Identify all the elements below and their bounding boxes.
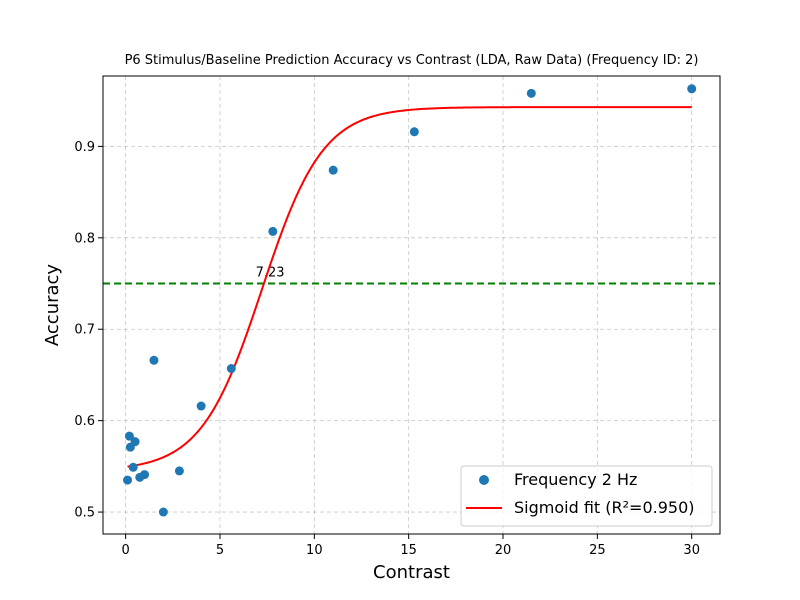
sigmoid-fit-line bbox=[127, 106, 692, 468]
data-point bbox=[124, 431, 134, 441]
grid-layer bbox=[103, 76, 720, 534]
data-point bbox=[268, 226, 278, 236]
x-tick-label: 30 bbox=[683, 543, 700, 558]
y-tick-label: 0.6 bbox=[74, 414, 95, 429]
data-point bbox=[196, 401, 206, 411]
data-point bbox=[158, 507, 168, 517]
legend-label-line: Sigmoid fit (R²=0.950) bbox=[514, 498, 694, 517]
x-tick-label: 15 bbox=[400, 543, 417, 558]
x-tick-label: 0 bbox=[122, 543, 130, 558]
legend-box bbox=[460, 465, 713, 527]
y-axis-title: Accuracy bbox=[42, 264, 63, 347]
y-tick-label: 0.8 bbox=[74, 231, 95, 246]
data-point bbox=[130, 437, 140, 447]
y-tick-label: 0.5 bbox=[74, 506, 95, 521]
threshold-label: 7.23 bbox=[256, 266, 285, 281]
data-point bbox=[328, 165, 338, 175]
data-point bbox=[174, 466, 184, 476]
x-tick-label: 5 bbox=[216, 543, 224, 558]
data-point bbox=[409, 127, 419, 137]
data-point bbox=[140, 470, 150, 480]
legend-marker-scatter bbox=[479, 475, 489, 485]
y-tick-label: 0.7 bbox=[74, 323, 95, 338]
data-point bbox=[226, 364, 236, 374]
data-point bbox=[526, 88, 536, 98]
data-point bbox=[149, 355, 159, 365]
legend-label-scatter: Frequency 2 Hz bbox=[514, 470, 637, 489]
ticks-layer: 0 5 10 15 20 25 30 0.5 0.6 0.7 0.8 0.9 bbox=[74, 140, 700, 558]
x-tick-label: 20 bbox=[495, 543, 512, 558]
series-layer bbox=[123, 84, 697, 517]
y-tick-label: 0.9 bbox=[74, 140, 95, 155]
plot-frame bbox=[102, 75, 721, 535]
data-point bbox=[123, 475, 133, 485]
chart-title: P6 Stimulus/Baseline Prediction Accuracy… bbox=[125, 53, 699, 68]
x-tick-label: 25 bbox=[589, 543, 606, 558]
threshold-layer: 7.23 bbox=[103, 266, 720, 285]
x-tick-label: 10 bbox=[306, 543, 323, 558]
x-axis-title: Contrast bbox=[373, 562, 450, 583]
data-point bbox=[128, 462, 138, 472]
data-point bbox=[687, 84, 697, 94]
legend: Frequency 2 Hz Sigmoid fit (R²=0.950) bbox=[460, 465, 713, 527]
